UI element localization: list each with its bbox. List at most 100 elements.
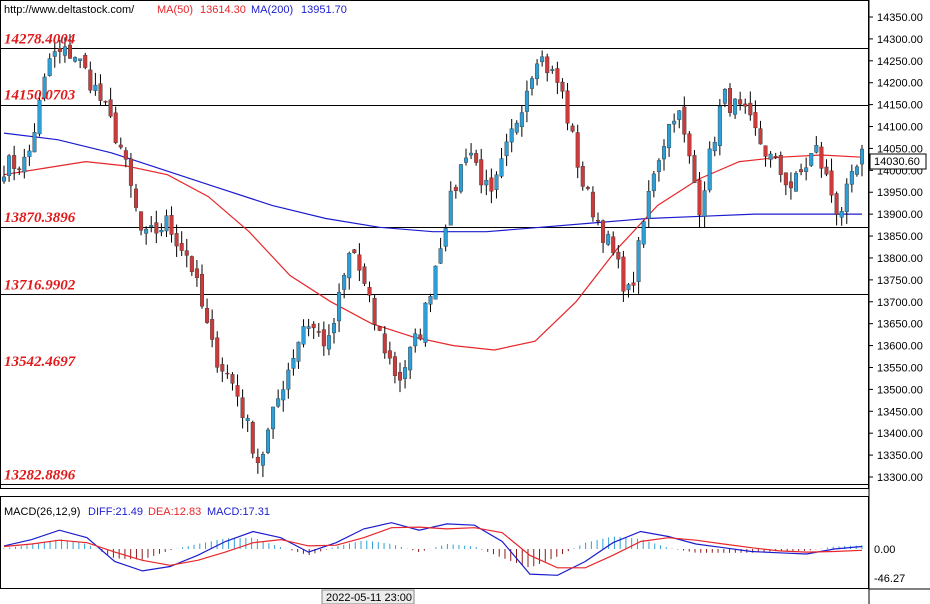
candle-body-166 <box>844 183 849 213</box>
candle-body-146 <box>743 103 748 107</box>
candle-body-8 <box>42 76 47 99</box>
candle-body-151 <box>768 153 773 160</box>
price-tick-19: 13400.00 <box>877 428 923 440</box>
candle-body-57 <box>291 358 296 369</box>
candle-body-168 <box>854 166 859 175</box>
url-label: http://www.deltastock.com/ <box>4 4 135 16</box>
candle-body-119 <box>606 234 611 245</box>
candle-body-113 <box>575 132 580 168</box>
candle-body-100 <box>509 128 514 143</box>
price-tick-17: 13500.00 <box>877 384 923 396</box>
candle-body-143 <box>728 88 733 113</box>
candle-body-41 <box>210 319 215 340</box>
candle-body-43 <box>220 364 225 372</box>
candle-body-156 <box>794 173 799 192</box>
candle-body-169 <box>860 148 865 165</box>
candle-body-28 <box>144 228 149 234</box>
candle-body-98 <box>499 158 504 177</box>
candle-body-149 <box>758 128 763 145</box>
candle-body-7 <box>37 99 42 135</box>
macd-diff-line <box>3 522 863 576</box>
candle-body-19 <box>98 83 103 101</box>
candle-body-128 <box>651 173 656 192</box>
candle-body-88 <box>448 190 453 226</box>
current-price-label: 14030.60 <box>874 156 920 168</box>
candle-body-139 <box>707 148 712 191</box>
candle-body-147 <box>748 102 753 116</box>
candle-body-42 <box>215 337 220 368</box>
level-labels: 14278.4004 14150.0703 13870.3896 13716.9902… <box>4 31 76 483</box>
candle-body-60 <box>306 326 311 329</box>
candle-body-71 <box>362 266 367 284</box>
macd-indicator: 0.00 -46.27 <box>3 522 905 585</box>
candle-body-30 <box>154 222 159 234</box>
level-label-1: 14150.0703 <box>4 88 76 104</box>
candle-body-24 <box>123 150 128 160</box>
candle-body-164 <box>834 193 839 215</box>
price-tick-13: 13700.00 <box>877 297 923 309</box>
ma50-value: 13614.30 <box>200 4 246 16</box>
candle-body-26 <box>133 188 138 208</box>
candle-body-153 <box>778 155 783 175</box>
candle-body-18 <box>93 84 98 91</box>
candle-body-32 <box>164 215 169 232</box>
macd-dea-value: DEA:12.83 <box>148 506 201 518</box>
candle-body-3 <box>17 168 22 170</box>
price-tick-11: 13800.00 <box>877 253 923 265</box>
candle-body-46 <box>235 385 240 397</box>
level-label-3: 13716.9902 <box>4 277 76 293</box>
candle-body-115 <box>585 187 590 189</box>
price-tick-0: 14350.00 <box>877 12 923 24</box>
candle-body-134 <box>682 106 687 135</box>
level-label-2: 13870.3896 <box>4 210 76 226</box>
candle-body-23 <box>118 144 123 148</box>
candle-body-126 <box>641 221 646 245</box>
candle-body-109 <box>555 68 560 83</box>
candle-body-0 <box>2 176 6 182</box>
candle-body-59 <box>301 326 306 345</box>
ma50-label: MA(50) <box>157 4 193 16</box>
price-tick-16: 13550.00 <box>877 362 923 374</box>
candle-body-80 <box>408 346 413 371</box>
candle-body-112 <box>570 125 575 132</box>
candle-body-2 <box>12 155 17 169</box>
candle-body-108 <box>550 69 555 71</box>
candle-body-58 <box>296 341 301 362</box>
current-price-box <box>869 153 927 170</box>
candle-body-33 <box>169 214 174 235</box>
candle-body-11 <box>57 48 62 52</box>
candle-body-106 <box>540 56 545 63</box>
macd-dea-line <box>3 526 863 569</box>
candle-body-127 <box>646 191 651 219</box>
candle-body-13 <box>67 44 72 59</box>
macd-label: MACD(26,12,9) <box>4 506 80 518</box>
candle-body-97 <box>494 174 499 190</box>
candle-body-31 <box>159 230 164 233</box>
candle-body-65 <box>332 323 337 334</box>
candle-body-9 <box>47 58 52 76</box>
macd-macd-value: MACD:17.31 <box>207 506 270 518</box>
candle-body-124 <box>631 282 636 286</box>
price-tick-15: 13600.00 <box>877 341 923 353</box>
candle-body-86 <box>438 248 443 264</box>
ma200-line <box>3 132 862 233</box>
candle-body-114 <box>580 166 585 187</box>
candle-body-70 <box>357 254 362 271</box>
candle-body-94 <box>479 159 484 186</box>
candle-body-67 <box>342 275 347 290</box>
candle-body-148 <box>753 112 758 129</box>
candle-body-129 <box>656 160 661 172</box>
candle-body-62 <box>316 331 321 333</box>
level-label-4: 13542.4697 <box>4 354 76 370</box>
price-tick-1: 14300.00 <box>877 34 923 46</box>
candle-body-53 <box>271 406 276 430</box>
candle-body-36 <box>184 250 189 256</box>
candle-body-90 <box>458 164 463 192</box>
candle-body-56 <box>286 369 291 390</box>
candle-body-83 <box>423 302 428 343</box>
candle-body-104 <box>530 78 535 89</box>
candle-body-84 <box>428 296 433 305</box>
candle-body-64 <box>326 335 331 350</box>
candle-body-144 <box>733 98 738 115</box>
